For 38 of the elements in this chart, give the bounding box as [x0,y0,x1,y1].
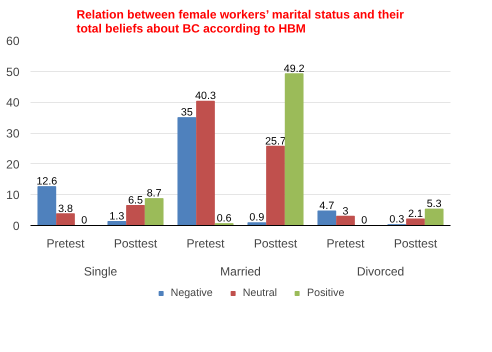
data-label: 35 [180,106,193,119]
y-tick-label: 50 [6,64,20,79]
y-tick-label: 10 [6,188,20,202]
data-label: 12.6 [36,176,58,188]
text: Married [220,264,261,278]
legend-label: Positive [307,287,344,299]
data-label: 8.7 [146,188,162,200]
legend-label: Neutral [242,287,278,299]
data-label: 0 [81,214,88,226]
x-tick-label: Pretest [186,236,226,250]
x-tick-label: Posttest [394,236,438,250]
y-tick-label: 60 [6,34,20,48]
data-label: 0.3 [389,214,404,226]
data-label: 4.7 [319,200,334,212]
data-label: 1.3 [109,210,124,222]
data-label: 0 [361,214,368,226]
data-label: 2.1 [408,208,423,220]
x-tick-label: Pretest [46,236,86,250]
legend-label: Negative [170,287,213,299]
chart-title: Relation between female workers’ marital status and their total beliefs about BC according to HBM [76,8,404,36]
data-label: 40.3 [195,90,216,102]
text: Single [84,264,118,278]
data-label: 49.2 [284,62,305,75]
y-tick-label: 20 [6,157,20,172]
text: Divorced [356,264,404,278]
x-tick-label: Pretest [326,236,366,250]
y-tick-label: 30 [6,126,20,140]
x-tick-label: Posttest [254,236,298,250]
data-label: 0.9 [249,212,264,224]
data-label: 6.5 [128,194,143,206]
data-label: 3.8 [58,202,73,215]
y-tick-label: 0 [12,219,20,233]
y-tick-label: 40 [6,96,20,110]
data-label: 5.3 [426,198,442,210]
data-label: 25.7 [265,135,286,148]
data-label: 3 [342,205,349,218]
data-label: 0.6 [216,212,232,225]
x-tick-label: Posttest [114,236,158,250]
